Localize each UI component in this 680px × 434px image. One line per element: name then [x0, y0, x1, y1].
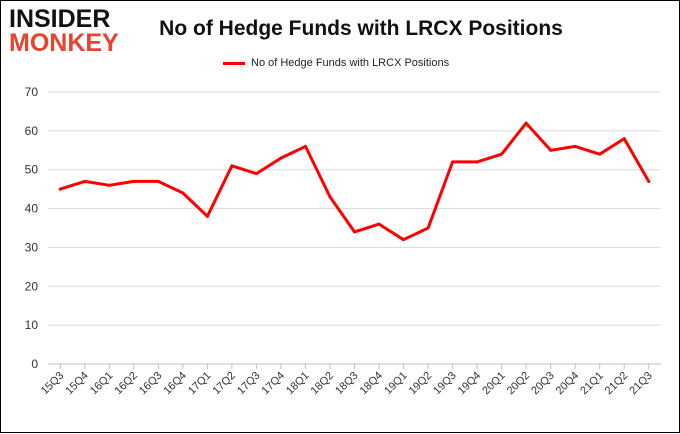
data-point	[377, 222, 381, 226]
x-tick-label: 15Q4	[63, 370, 91, 398]
x-tick-label: 19Q1	[382, 370, 410, 398]
x-tick-label: 18Q1	[284, 370, 312, 398]
logo-word-monkey: MONKEY	[9, 29, 119, 57]
x-tick-label: 20Q4	[554, 370, 582, 398]
data-point	[475, 160, 479, 164]
x-tick-label: 17Q4	[260, 370, 288, 398]
x-tick-label: 16Q2	[112, 370, 140, 398]
x-tick-label: 20Q3	[529, 370, 557, 398]
data-point	[549, 148, 553, 152]
y-tick-label: 50	[25, 163, 39, 177]
data-point	[279, 156, 283, 160]
x-tick-label: 17Q2	[210, 370, 238, 398]
data-point	[573, 144, 577, 148]
data-point	[622, 137, 626, 141]
y-tick-label: 40	[25, 202, 39, 216]
x-tick-label: 18Q2	[309, 370, 337, 398]
x-tick-label: 21Q2	[603, 370, 631, 398]
y-tick-label: 0	[31, 357, 38, 371]
data-point	[402, 238, 406, 242]
x-tick-label: 18Q3	[333, 370, 361, 398]
data-point	[524, 121, 528, 125]
legend-label: No of Hedge Funds with LRCX Positions	[251, 57, 450, 69]
data-point	[181, 191, 185, 195]
data-point	[107, 183, 111, 187]
x-tick-label: 16Q4	[161, 370, 189, 398]
data-point	[353, 230, 356, 234]
data-point	[58, 187, 62, 191]
chart-legend: No of Hedge Funds with LRCX Positions	[223, 55, 449, 71]
data-point	[451, 160, 455, 164]
x-tick-label: 19Q2	[407, 370, 435, 398]
x-tick-label: 20Q2	[505, 370, 533, 398]
y-tick-label: 20	[25, 279, 39, 293]
data-point	[254, 172, 258, 176]
x-tick-label: 21Q1	[578, 370, 606, 398]
data-point	[328, 195, 332, 199]
y-tick-label: 10	[25, 318, 39, 332]
logo-word-insider: INSIDER	[9, 5, 111, 33]
y-tick-label: 30	[25, 240, 39, 254]
y-tick-label: 60	[25, 124, 39, 138]
x-tick-label: 19Q4	[456, 370, 484, 398]
data-point	[230, 164, 234, 168]
x-tick-label: 17Q1	[186, 370, 214, 398]
y-tick-label: 70	[25, 85, 39, 99]
data-point	[83, 179, 87, 183]
data-point	[500, 152, 504, 156]
data-point	[303, 144, 307, 148]
data-point	[132, 179, 136, 183]
x-tick-label: 20Q1	[480, 370, 508, 398]
data-point	[598, 152, 602, 156]
data-point	[426, 226, 430, 230]
x-tick-label: 17Q3	[235, 370, 263, 398]
legend-swatch	[223, 61, 245, 65]
x-tick-label: 15Q3	[39, 370, 67, 398]
data-point	[156, 179, 160, 183]
insider-monkey-logo: INSIDER MONKEY	[9, 5, 119, 57]
data-point	[647, 179, 651, 183]
x-tick-label: 16Q1	[88, 370, 116, 398]
data-point	[205, 214, 209, 218]
x-tick-label: 18Q4	[358, 370, 386, 398]
x-tick-label: 16Q3	[137, 370, 165, 398]
x-tick-label: 21Q3	[627, 370, 655, 398]
chart-title: No of Hedge Funds with LRCX Positions	[159, 17, 563, 40]
series-line	[58, 121, 651, 242]
x-tick-label: 19Q3	[431, 370, 459, 398]
